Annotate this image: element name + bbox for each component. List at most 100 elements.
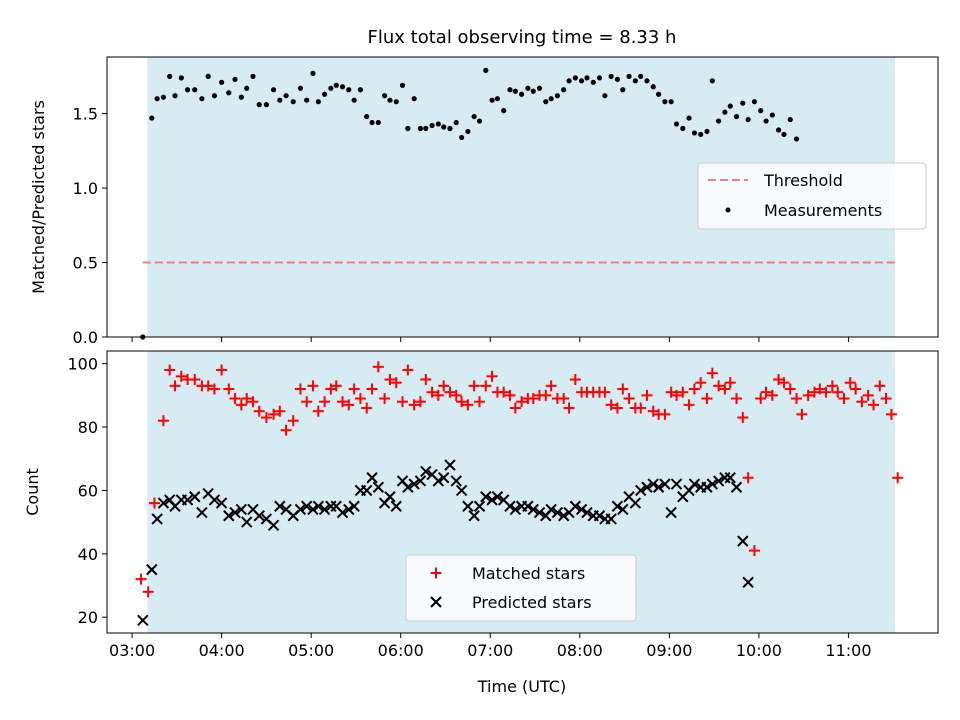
measurement-point <box>758 108 764 114</box>
y-tick-label: 0.0 <box>73 328 98 347</box>
measurement-point <box>232 76 238 82</box>
matched-star-point <box>558 393 570 405</box>
predicted-star-point <box>360 484 373 497</box>
predicted-star-point <box>575 503 588 516</box>
matched-star-point <box>468 380 480 392</box>
measurement-point <box>459 134 465 141</box>
legend-x-glyph <box>430 596 442 608</box>
predicted-star-point <box>420 465 432 478</box>
matched-star-point <box>287 415 299 427</box>
axes-frame <box>106 56 939 338</box>
measurement-point <box>263 102 269 108</box>
predicted-star-point <box>473 500 486 512</box>
measurement-point <box>519 91 525 97</box>
matched-star-point <box>880 393 892 405</box>
matched-star-point <box>659 408 671 420</box>
matched-star-point <box>874 380 886 392</box>
matched-star-point <box>796 408 808 420</box>
matched-star-point <box>438 380 450 392</box>
top-legend: Threshold Measurements <box>697 162 927 230</box>
predicted-star-point <box>366 472 378 484</box>
matched-star-point <box>742 472 754 484</box>
measurement-points <box>140 67 800 340</box>
matched-star-point <box>390 377 402 389</box>
predicted-star-point <box>569 500 582 512</box>
matched-star-point <box>450 389 462 401</box>
matched-star-point <box>814 383 826 395</box>
predicted-star-point <box>647 478 659 490</box>
predicted-star-point <box>551 506 564 519</box>
matched-star-point <box>791 393 803 405</box>
x-tick-label: 10:00 <box>736 641 782 660</box>
measurement-point <box>793 136 800 142</box>
predicted-star-point <box>730 481 743 493</box>
measurement-point <box>787 116 793 123</box>
measurement-point <box>441 124 447 130</box>
predicted-star-point <box>444 459 456 471</box>
predicted-star-point <box>146 563 158 576</box>
measurement-point <box>584 75 590 81</box>
top-panel: 0.0 0.5 1.0 1.5 Matched/Predicted stars Thr… <box>29 56 939 347</box>
matched-star-point <box>784 383 796 395</box>
matched-star-point <box>611 402 623 414</box>
predicted-star-point <box>659 478 671 490</box>
matched-star-point <box>216 364 228 376</box>
matched-star-point <box>778 377 790 389</box>
measurement-point <box>277 97 283 103</box>
bottom-ylabel: Count <box>23 468 42 516</box>
matched-star-point <box>135 573 147 585</box>
matched-star-point <box>677 386 689 398</box>
matched-star-point <box>480 380 492 392</box>
matched-star-point <box>337 396 349 408</box>
measurement-point <box>507 87 513 93</box>
matched-star-point <box>157 415 169 427</box>
top-legend-box <box>697 162 927 230</box>
matched-star-point <box>724 377 736 389</box>
y-tick-label: 20 <box>78 608 98 627</box>
predicted-star-point <box>670 478 683 490</box>
measurement-point <box>381 93 388 99</box>
y-tick-label: 1.5 <box>73 105 98 124</box>
measurement-point <box>596 75 603 81</box>
measurement-point <box>561 87 567 93</box>
measurement-point <box>776 127 782 133</box>
predicted-star-point <box>491 491 504 503</box>
measurement-point <box>154 96 160 102</box>
x-tick-label: 11:00 <box>825 641 871 660</box>
measurement-point <box>471 113 477 120</box>
matched-star-point <box>688 383 700 395</box>
matched-star-point <box>301 396 313 408</box>
measurement-point <box>638 73 644 79</box>
predicted-star-point <box>372 481 385 493</box>
matched-star-point <box>474 396 486 408</box>
matched-star-point <box>527 393 539 405</box>
y-tick-label: 100 <box>67 355 98 374</box>
measurement-point <box>322 91 328 97</box>
matched-star-point <box>755 393 767 405</box>
x-tick-label: 05:00 <box>288 641 334 660</box>
matched-star-point <box>312 405 324 417</box>
measurement-point <box>435 121 441 127</box>
predicted-star-point <box>742 576 754 589</box>
measurement-point <box>465 128 471 135</box>
measurement-point <box>716 118 722 124</box>
matched-star-point <box>260 412 272 424</box>
predicted-star-point <box>343 503 355 516</box>
matched-star-point <box>274 405 286 417</box>
measurement-point <box>554 93 561 99</box>
measurement-point <box>740 100 746 106</box>
matched-star-point <box>617 383 629 395</box>
x-tick-label: 06:00 <box>378 641 424 660</box>
predicted-star-point <box>605 513 617 525</box>
measurement-point <box>297 85 304 91</box>
measurement-point <box>691 130 698 136</box>
top-ylabel: Matched/Predicted stars <box>29 100 48 294</box>
predicted-star-point <box>432 475 445 487</box>
matched-star-point <box>444 386 456 398</box>
legend-measurement-label: Measurements <box>764 201 882 220</box>
matched-star-point <box>862 389 874 401</box>
predicted-star-point <box>294 503 307 516</box>
matched-star-point <box>319 396 331 408</box>
predicted-star-point <box>706 478 719 490</box>
